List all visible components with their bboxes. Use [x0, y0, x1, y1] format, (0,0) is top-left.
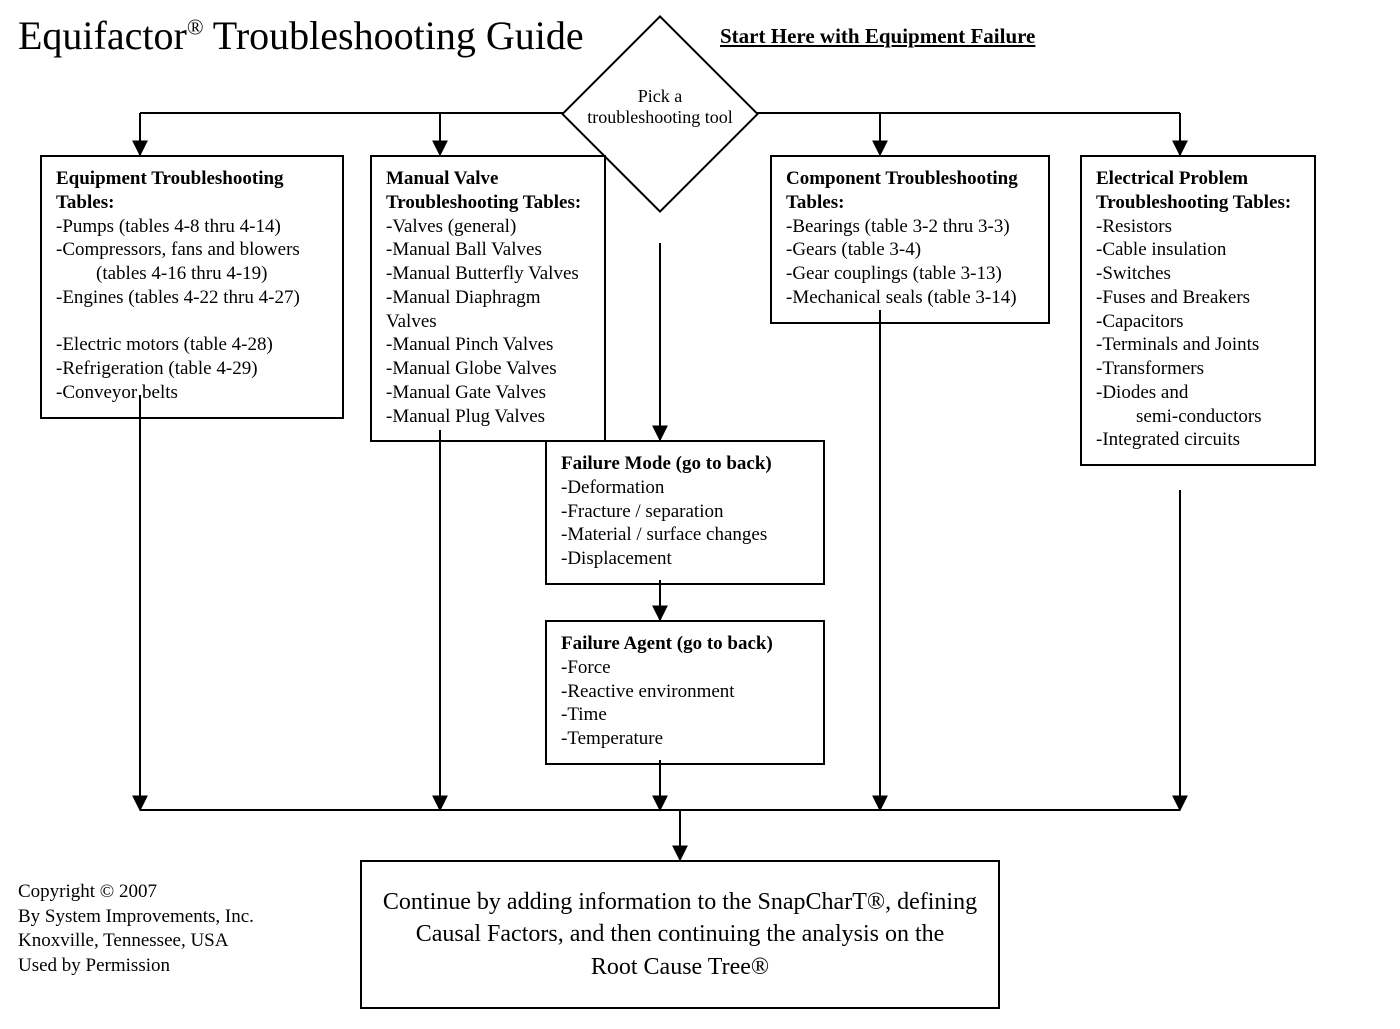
continue-line: Causal Factors, and then continuing the …: [382, 918, 978, 950]
failure-mode-item: -Material / surface changes: [561, 523, 809, 547]
failure-agent-item: -Reactive environment: [561, 680, 809, 704]
decision-node: Pick a troubleshooting tool: [590, 44, 730, 184]
valve-item: -Manual Plug Valves: [386, 405, 590, 429]
component-item: -Mechanical seals (table 3-14): [786, 286, 1034, 310]
equipment-item: -Pumps (tables 4-8 thru 4-14): [56, 215, 328, 239]
copyright-block: Copyright © 2007 By System Improvements,…: [18, 880, 254, 979]
equipment-item: -Refrigeration (table 4-29): [56, 357, 328, 381]
page-title: Equifactor® Troubleshooting Guide: [18, 12, 584, 59]
electrical-box: Electrical Problem Troubleshooting Table…: [1080, 155, 1316, 466]
component-head: Component Troubleshooting Tables:: [786, 168, 1018, 213]
valve-item: -Manual Diaphragm Valves: [386, 286, 590, 334]
failure-agent-head: Failure Agent (go to back): [561, 633, 773, 654]
valve-item: -Manual Butterfly Valves: [386, 262, 590, 286]
equipment-item: -Engines (tables 4-22 thru 4-27): [56, 286, 328, 310]
title-suffix: Troubleshooting Guide: [204, 13, 584, 58]
continue-box: Continue by adding information to the Sn…: [360, 860, 1000, 1009]
component-item: -Gear couplings (table 3-13): [786, 262, 1034, 286]
spacer: [56, 310, 328, 334]
electrical-item: -Resistors: [1096, 215, 1300, 239]
failure-agent-item: -Time: [561, 703, 809, 727]
component-box: Component Troubleshooting Tables: -Beari…: [770, 155, 1050, 324]
failure-agent-item: -Temperature: [561, 727, 809, 751]
copyright-line: By System Improvements, Inc.: [18, 905, 254, 930]
electrical-item: -Switches: [1096, 262, 1300, 286]
electrical-item: -Fuses and Breakers: [1096, 286, 1300, 310]
equipment-item: -Compressors, fans and blowers: [56, 238, 328, 262]
electrical-item: -Diodes and: [1096, 381, 1300, 405]
continue-line: Root Cause Tree®: [382, 951, 978, 983]
copyright-line: Knoxville, Tennessee, USA: [18, 929, 254, 954]
failure-agent-box: Failure Agent (go to back) -Force -React…: [545, 620, 825, 765]
electrical-item: -Cable insulation: [1096, 238, 1300, 262]
electrical-item: -Terminals and Joints: [1096, 333, 1300, 357]
electrical-item: -Integrated circuits: [1096, 428, 1300, 452]
valve-item: -Valves (general): [386, 215, 590, 239]
failure-mode-box: Failure Mode (go to back) -Deformation -…: [545, 440, 825, 585]
continue-line: Continue by adding information to the Sn…: [382, 886, 978, 918]
valve-item: -Manual Pinch Valves: [386, 333, 590, 357]
registered-mark: ®: [187, 15, 204, 40]
equipment-item: -Conveyor belts: [56, 381, 328, 405]
page: Equifactor® Troubleshooting Guide Start …: [0, 0, 1400, 1029]
failure-agent-item: -Force: [561, 656, 809, 680]
valve-item: -Manual Gate Valves: [386, 381, 590, 405]
copyright-line: Used by Permission: [18, 954, 254, 979]
equipment-head: Equipment Troubleshooting Tables:: [56, 168, 284, 213]
valve-item: -Manual Ball Valves: [386, 238, 590, 262]
equipment-item-indent: (tables 4-16 thru 4-19): [56, 262, 328, 286]
valve-item: -Manual Globe Valves: [386, 357, 590, 381]
decision-text: Pick a troubleshooting tool: [580, 86, 740, 127]
equipment-box: Equipment Troubleshooting Tables: -Pumps…: [40, 155, 344, 419]
title-prefix: Equifactor: [18, 13, 187, 58]
start-here-label: Start Here with Equipment Failure: [720, 24, 1035, 49]
electrical-item-indent: semi-conductors: [1096, 405, 1300, 429]
component-item: -Bearings (table 3-2 thru 3-3): [786, 215, 1034, 239]
valve-box: Manual Valve Troubleshooting Tables: -Va…: [370, 155, 606, 442]
copyright-line: Copyright © 2007: [18, 880, 254, 905]
electrical-item: -Transformers: [1096, 357, 1300, 381]
component-item: -Gears (table 3-4): [786, 238, 1034, 262]
failure-mode-item: -Fracture / separation: [561, 500, 809, 524]
failure-mode-item: -Deformation: [561, 476, 809, 500]
electrical-item: -Capacitors: [1096, 310, 1300, 334]
electrical-head: Electrical Problem Troubleshooting Table…: [1096, 168, 1291, 213]
failure-mode-item: -Displacement: [561, 547, 809, 571]
equipment-item: -Electric motors (table 4-28): [56, 333, 328, 357]
valve-head: Manual Valve Troubleshooting Tables:: [386, 168, 581, 213]
failure-mode-head: Failure Mode (go to back): [561, 453, 772, 474]
